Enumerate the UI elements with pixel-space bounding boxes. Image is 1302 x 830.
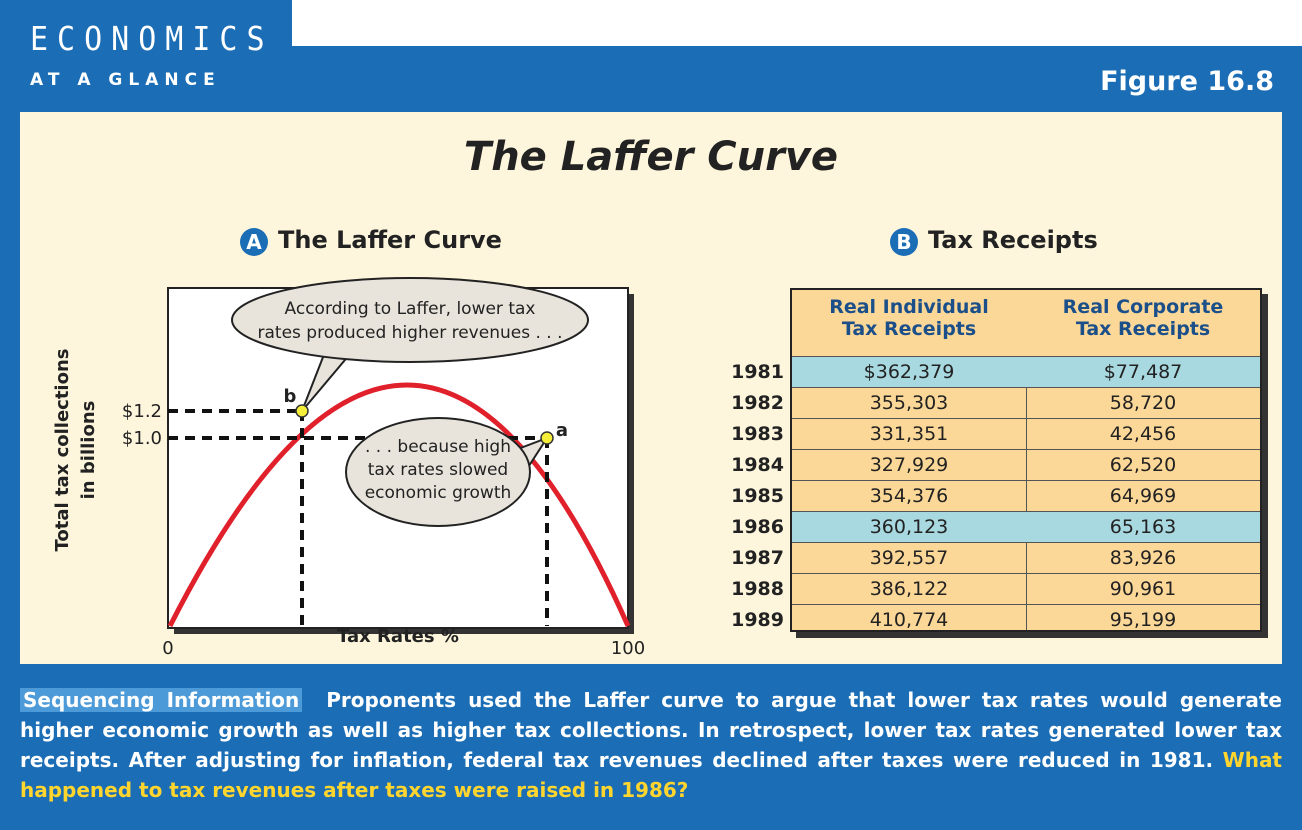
laffer-curve xyxy=(167,382,631,628)
individual-receipts: 392,557 xyxy=(869,547,949,569)
point xyxy=(295,404,309,418)
point-label: b xyxy=(284,386,297,407)
caption-question: What happened to tax revenues after taxe… xyxy=(20,748,1282,802)
x-tick-label: 0 xyxy=(162,638,173,659)
corporate-receipts: 64,969 xyxy=(1109,485,1177,507)
badge: A xyxy=(240,228,268,256)
individual-receipts: 386,122 xyxy=(869,578,949,600)
caption-text: Proponents used the Laffer curve to argu… xyxy=(20,688,1282,772)
caption: Sequencing Information Proponents used t… xyxy=(20,685,1282,805)
year: 1987 xyxy=(731,547,784,569)
panel-title: The Laffer Curve xyxy=(278,226,502,254)
corporate-receipts: 62,520 xyxy=(1109,454,1177,476)
laffer-diagram: b a $1.2 $1.0 0 100 Tax Rates % Total ta… xyxy=(52,277,645,659)
table-row: 1988 386,122 90,961 xyxy=(731,573,1260,604)
callout-text: According to Laffer, lower tax xyxy=(285,299,536,319)
callout-text: economic growth xyxy=(365,483,512,503)
column-header-line: Real Individual xyxy=(829,296,989,318)
table-row: 1989 410,774 95,199 xyxy=(731,604,1260,635)
table-header: Real Individual Tax Receipts Real Corporat… xyxy=(792,290,1260,356)
callout-text: tax rates slowed xyxy=(368,460,508,480)
panel-title: Tax Receipts xyxy=(928,226,1098,254)
y-tick-label: $1.2 xyxy=(122,401,162,422)
caption-label: Sequencing Information xyxy=(20,688,303,712)
column-header-line: Tax Receipts xyxy=(841,318,977,340)
individual-receipts: $362,379 xyxy=(863,361,955,383)
corporate-receipts: 42,456 xyxy=(1109,423,1177,445)
corporate-receipts: 65,163 xyxy=(1109,516,1177,538)
table-row: 1985 354,376 64,969 xyxy=(731,480,1260,511)
badge: B xyxy=(890,228,918,256)
table-row: 1984 327,929 62,520 xyxy=(731,449,1260,480)
tab-line1: ECONOMICS xyxy=(30,20,274,59)
corporate-receipts: $77,487 xyxy=(1103,361,1183,383)
column-header-line: Real Corporate xyxy=(1062,296,1224,318)
individual-receipts: 354,376 xyxy=(869,485,949,507)
figure-title: The Laffer Curve xyxy=(463,134,839,180)
individual-receipts: 327,929 xyxy=(869,454,949,476)
year: 1988 xyxy=(731,578,784,600)
tax-table: Real Individual Tax Receipts Real Corporat… xyxy=(731,288,1262,635)
corporate-receipts: 95,199 xyxy=(1109,609,1177,631)
column-header: Real Corporate Tax Receipts xyxy=(1026,296,1260,356)
callout xyxy=(231,277,589,363)
corporate-receipts: 58,720 xyxy=(1109,392,1177,414)
individual-receipts: 355,303 xyxy=(869,392,949,414)
year: 1985 xyxy=(731,485,784,507)
column-header-line: Tax Receipts xyxy=(1075,318,1211,340)
callout-text: rates produced higher revenues . . . xyxy=(258,323,563,343)
x-axis-label: Tax Rates % xyxy=(337,626,459,647)
year: 1981 xyxy=(731,361,784,383)
y-tick-label: $1.0 xyxy=(122,428,162,449)
year: 1989 xyxy=(731,609,784,631)
year: 1984 xyxy=(731,454,784,476)
table-row: 1983 331,351 42,456 xyxy=(731,418,1260,449)
table-row: 1986 360,123 65,163 xyxy=(731,511,1260,542)
header-tab: ECONOMICS AT A GLANCE xyxy=(0,0,292,110)
labels: b a $1.2 $1.0 0 100 Tax Rates % Total ta… xyxy=(52,299,645,659)
x-tick-label: 100 xyxy=(611,638,645,659)
corporate-receipts: 90,961 xyxy=(1109,578,1177,600)
year: 1983 xyxy=(731,423,784,445)
corporate-receipts: 83,926 xyxy=(1109,547,1177,569)
content-panel: The Laffer Curve A The Laffer Curve B Ta… xyxy=(20,112,1282,664)
point-label: a xyxy=(556,420,568,441)
callout-text: . . . because high xyxy=(365,437,511,457)
table-row: 1987 392,557 83,926 xyxy=(731,542,1260,573)
table-row: 1982 355,303 58,720 xyxy=(731,387,1260,418)
y-axis-label: Total tax collections xyxy=(52,349,73,552)
individual-receipts: 360,123 xyxy=(869,516,949,538)
year: 1982 xyxy=(731,392,784,414)
tab-line2: AT A GLANCE xyxy=(30,70,221,90)
column-rule xyxy=(1026,356,1027,630)
y-axis-label: in billions xyxy=(78,401,99,500)
year: 1986 xyxy=(731,516,784,538)
individual-receipts: 331,351 xyxy=(869,423,949,445)
callout xyxy=(345,417,531,527)
individual-receipts: 410,774 xyxy=(869,609,949,631)
figure-number: Figure 16.8 xyxy=(1100,66,1274,97)
column-header: Real Individual Tax Receipts xyxy=(792,296,1026,356)
point xyxy=(540,431,554,445)
table-row: 1981 $362,379 $77,487 xyxy=(731,356,1260,387)
